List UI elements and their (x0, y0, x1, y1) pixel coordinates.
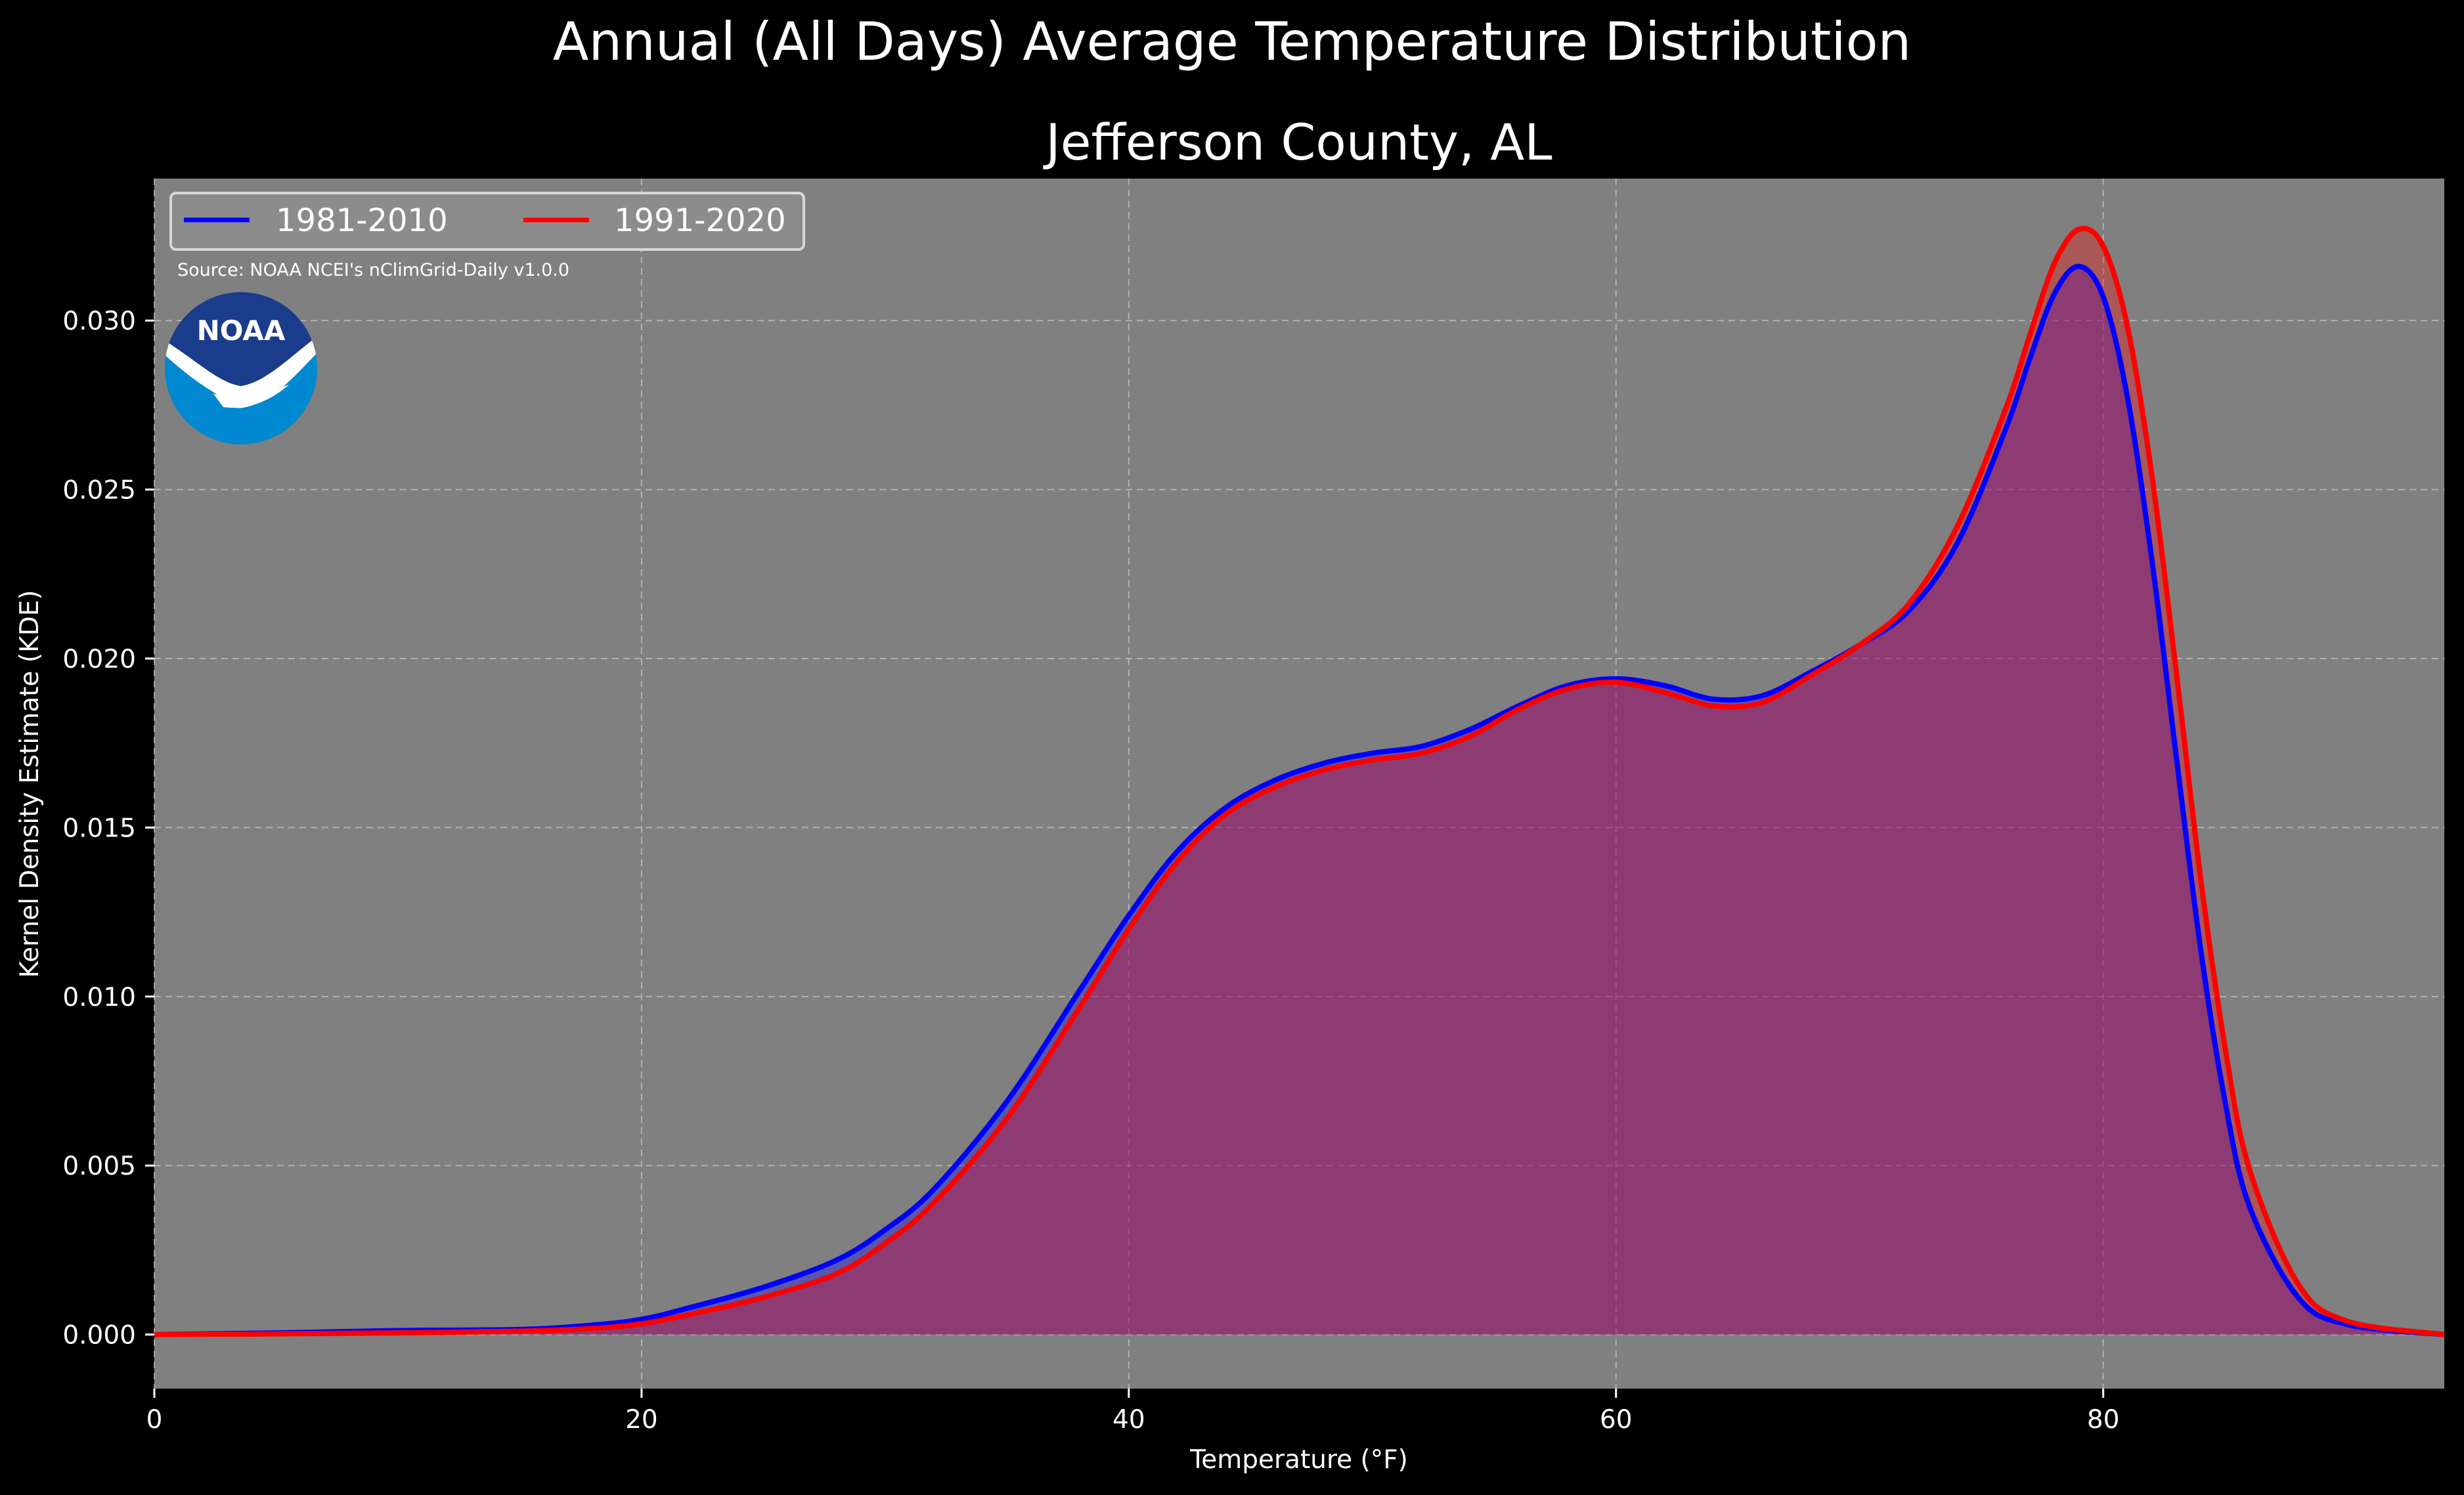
area-fill-1981-2010 (154, 266, 2444, 1335)
y-axis: 0.000 0.005 0.010 0.015 0.020 0.025 0.030 (62, 307, 154, 1351)
noaa-logo: NOAA (165, 292, 317, 444)
y-axis-label: Kernel Density Estimate (KDE) (15, 590, 45, 978)
chart-suptitle: Annual (All Days) Average Temperature Di… (553, 11, 1911, 72)
y-tick-label: 0.000 (62, 1321, 136, 1351)
legend: 1981-2010 1991-2020 (169, 192, 805, 251)
x-axis-label: Temperature (°F) (1189, 1445, 1408, 1475)
y-tick-label: 0.015 (62, 813, 136, 843)
series-fills (154, 228, 2444, 1335)
x-tick-label: 40 (1112, 1405, 1145, 1435)
y-tick-label: 0.020 (62, 645, 136, 674)
x-tick-label: 0 (146, 1405, 163, 1435)
x-axis: 0 20 40 60 80 (146, 1389, 2120, 1435)
legend-box (169, 192, 805, 251)
series-lines (154, 225, 2444, 1337)
series-line-1991-2020 (154, 225, 2444, 1337)
grid-lines (154, 179, 2444, 1389)
chart-title: Jefferson County, AL (1043, 113, 1552, 171)
y-tick-label: 0.025 (62, 476, 136, 506)
source-annotation: Source: NOAA NCEI's nClimGrid-Daily v1.0… (177, 260, 569, 280)
x-tick-label: 80 (2087, 1405, 2120, 1435)
x-tick-label: 20 (625, 1405, 658, 1435)
legend-label-1991-2020: 1991-2020 (614, 202, 786, 239)
noaa-logo-text: NOAA (197, 314, 286, 347)
x-tick-label: 60 (1600, 1405, 1633, 1435)
plot-area (154, 179, 2444, 1389)
legend-label-1981-2010: 1981-2010 (276, 202, 448, 239)
area-fill-1991-2020 (154, 228, 2444, 1335)
y-tick-label: 0.005 (62, 1152, 136, 1181)
y-tick-label: 0.010 (62, 983, 136, 1012)
y-tick-label: 0.030 (62, 307, 136, 336)
series-line-1981-2010 (154, 263, 2444, 1337)
